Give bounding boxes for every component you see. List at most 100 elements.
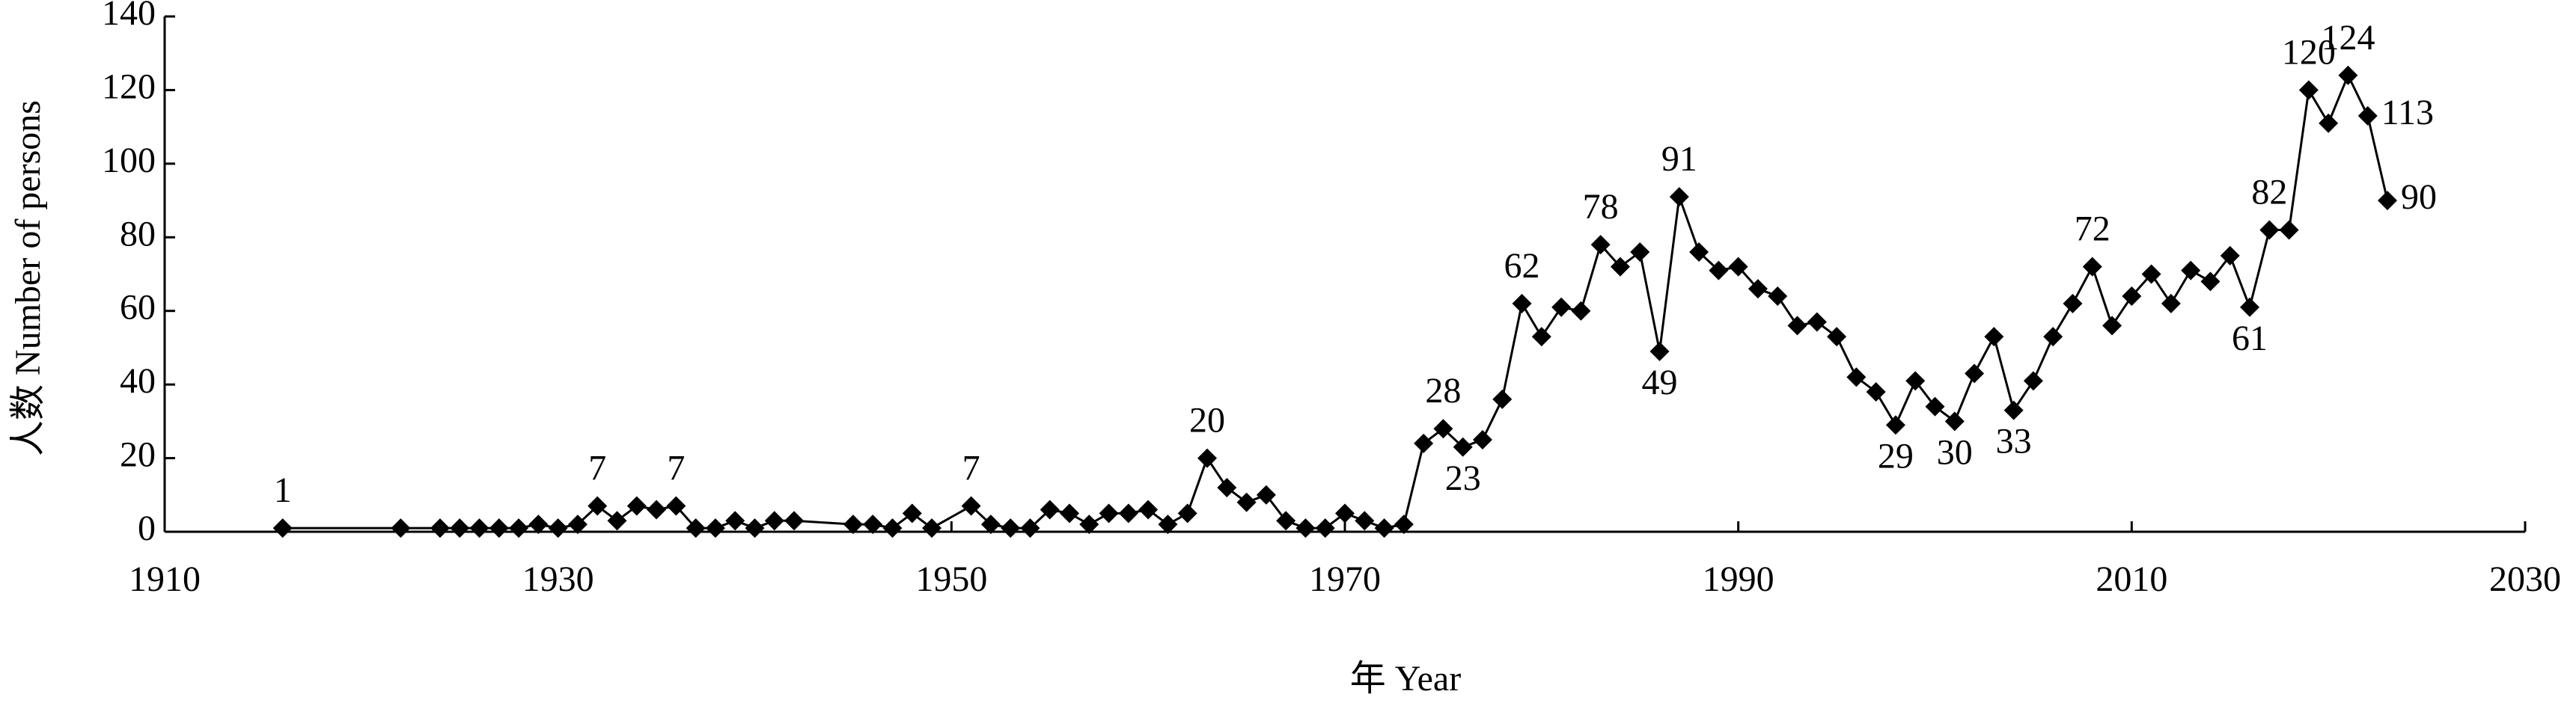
x-tick-label: 2030 [2489, 559, 2561, 599]
marker [1138, 500, 1159, 520]
marker [430, 518, 450, 538]
marker [863, 515, 883, 535]
y-tick-label: 40 [120, 361, 156, 401]
marker [2043, 327, 2063, 347]
data-label: 1 [274, 470, 292, 510]
data-label: 124 [2321, 18, 2375, 58]
marker [2122, 286, 2142, 307]
marker [1630, 242, 1650, 262]
marker [2102, 316, 2122, 336]
marker [1001, 518, 1021, 538]
marker [764, 511, 784, 531]
data-label: 61 [2232, 319, 2268, 358]
marker [961, 496, 981, 516]
data-label: 7 [588, 449, 606, 488]
marker [725, 511, 745, 531]
marker [1256, 485, 1276, 505]
marker [1748, 279, 1768, 299]
marker [666, 496, 686, 516]
marker [2357, 105, 2378, 126]
marker [784, 511, 805, 531]
marker [1335, 503, 1355, 524]
data-label: 30 [1937, 432, 1973, 472]
y-tick-label: 60 [120, 288, 156, 328]
marker [2259, 220, 2280, 240]
marker [1099, 503, 1119, 524]
marker [2082, 257, 2102, 277]
marker [1728, 257, 1748, 277]
marker [1295, 518, 1316, 538]
marker [391, 518, 411, 538]
marker [2298, 80, 2319, 100]
y-tick-label: 100 [102, 141, 156, 180]
marker [647, 500, 667, 520]
marker [2200, 271, 2221, 292]
marker [2141, 264, 2161, 284]
x-tick-label: 1930 [522, 559, 594, 599]
data-label: 7 [962, 449, 980, 488]
marker [1649, 341, 1670, 361]
marker [1885, 415, 1905, 435]
marker [1610, 257, 1630, 277]
y-tick-label: 20 [120, 435, 156, 475]
marker [1315, 518, 1335, 538]
marker [882, 518, 903, 538]
marker [1453, 437, 1473, 457]
y-tick-label: 140 [102, 0, 156, 33]
data-label: 23 [1445, 458, 1481, 498]
marker [980, 515, 1001, 535]
data-label: 28 [1425, 371, 1461, 411]
x-tick-label: 2010 [2096, 559, 2167, 599]
marker [705, 518, 725, 538]
marker [1768, 286, 1788, 307]
marker [2220, 245, 2240, 266]
y-tick-label: 80 [120, 214, 156, 254]
marker [1433, 419, 1453, 439]
marker [509, 518, 529, 538]
y-tick-label: 120 [102, 67, 156, 106]
marker [548, 518, 568, 538]
marker [1374, 518, 1394, 538]
data-label: 62 [1504, 246, 1540, 286]
marker [2240, 297, 2260, 317]
data-label: 20 [1189, 401, 1225, 441]
marker [1060, 503, 1080, 524]
marker [2023, 371, 2043, 391]
data-label: 91 [1661, 139, 1697, 179]
data-label: 120 [2282, 32, 2336, 72]
data-label: 33 [1996, 422, 2032, 461]
marker [1807, 312, 1827, 332]
data-label: 49 [1642, 363, 1678, 402]
marker [1355, 511, 1375, 531]
y-tick-label: 0 [138, 509, 156, 548]
marker [1040, 500, 1060, 520]
marker [607, 511, 627, 531]
marker [1827, 327, 1847, 347]
marker [2338, 65, 2358, 85]
marker [922, 518, 942, 538]
marker [1118, 503, 1138, 524]
x-axis-title: 年 Year [1350, 659, 1461, 699]
marker [1551, 297, 1572, 317]
marker [1669, 187, 1689, 207]
marker [2279, 220, 2299, 240]
data-label: 78 [1583, 187, 1619, 227]
marker [1866, 381, 1886, 402]
marker [1414, 433, 1434, 453]
x-tick-label: 1990 [1703, 559, 1774, 599]
marker [1079, 515, 1099, 535]
marker [1965, 363, 1985, 384]
marker [1925, 396, 1945, 417]
marker [1158, 515, 1178, 535]
marker [686, 518, 706, 538]
marker [1590, 235, 1611, 255]
data-label: 90 [2401, 177, 2437, 217]
marker [1472, 429, 1492, 449]
marker [2063, 293, 2083, 313]
data-label: 113 [2381, 93, 2434, 132]
marker [450, 518, 470, 538]
marker [567, 515, 587, 535]
marker [1177, 503, 1197, 524]
data-label: 82 [2251, 172, 2287, 212]
